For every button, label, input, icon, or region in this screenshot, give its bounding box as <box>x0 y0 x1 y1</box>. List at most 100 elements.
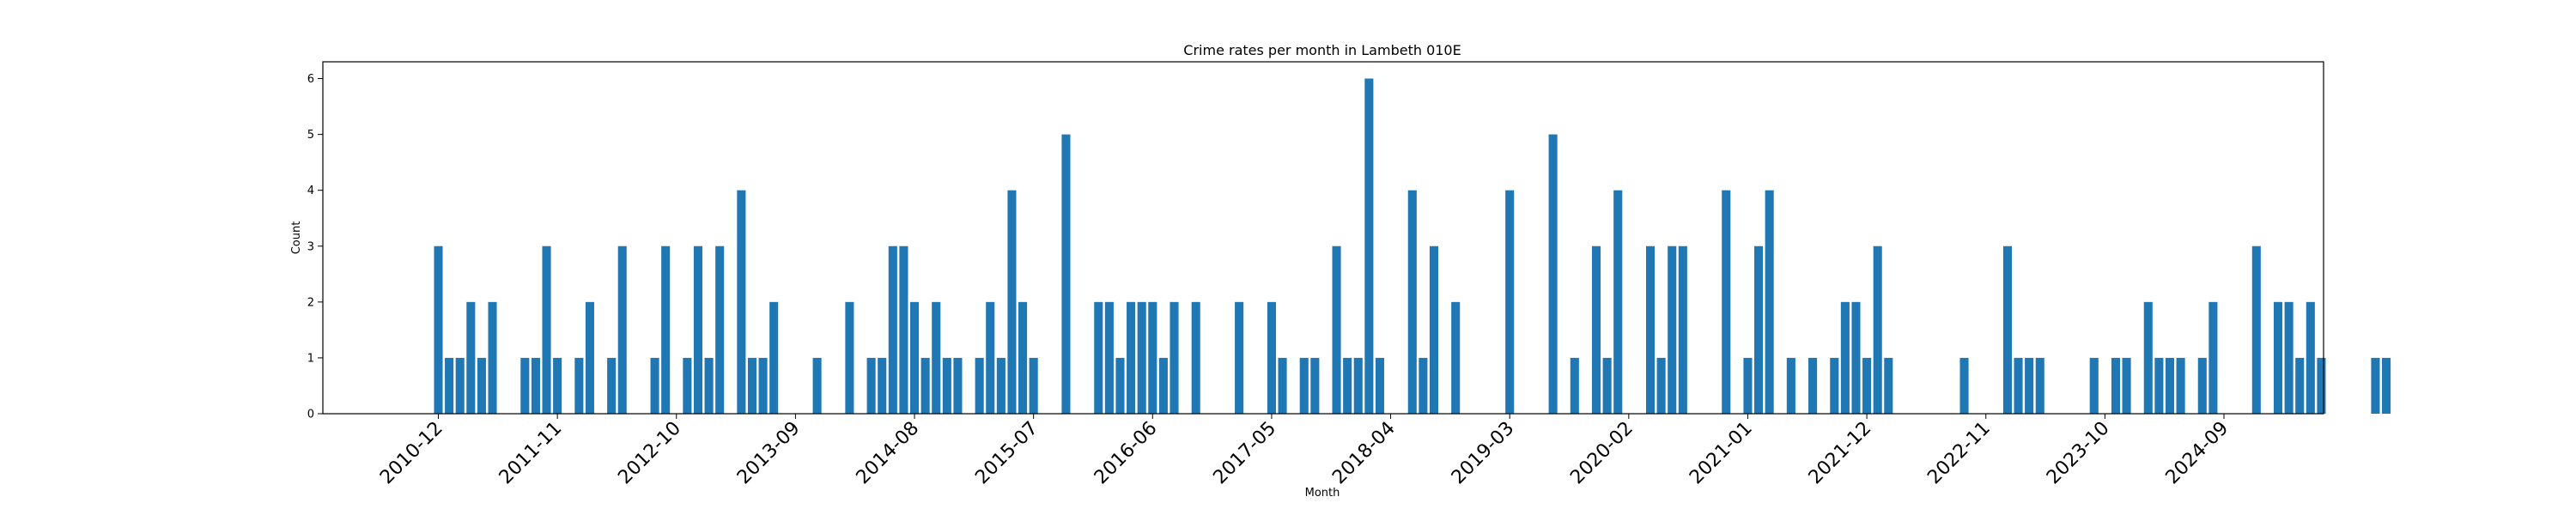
bar <box>2122 357 2131 414</box>
bar <box>1419 357 1428 414</box>
bar <box>2089 357 2099 414</box>
bar <box>2014 357 2023 414</box>
bar <box>531 357 540 414</box>
bar <box>845 301 854 414</box>
bar <box>932 301 941 414</box>
bar <box>1884 357 1893 414</box>
chart-title: Crime rates per month in Lambeth 010E <box>1183 42 1461 58</box>
x-axis: 2010-12 2011-11 2012-10 2013-09 2014-08 2015-… <box>376 414 2233 488</box>
bar <box>477 357 486 414</box>
bar <box>1765 190 1774 414</box>
bar <box>1343 357 1352 414</box>
bar <box>1278 357 1287 414</box>
bar <box>585 301 594 414</box>
bar <box>2143 301 2153 414</box>
bar <box>1840 301 1850 414</box>
bar <box>953 357 963 414</box>
bar <box>1429 245 1439 414</box>
bar <box>1851 301 1861 414</box>
bar <box>704 357 714 414</box>
bar <box>1029 357 1038 414</box>
bar <box>1808 357 1818 414</box>
x-tick-label: 2010-12 <box>376 418 447 489</box>
bar <box>1310 357 1320 414</box>
bar <box>2197 357 2207 414</box>
bar <box>1959 357 1969 414</box>
x-tick-label: 2012-10 <box>614 418 685 489</box>
bar <box>1332 245 1341 414</box>
bar <box>574 357 584 414</box>
bar <box>2165 357 2175 414</box>
bar <box>1754 245 1764 414</box>
bar <box>434 245 443 414</box>
bar <box>1678 245 1687 414</box>
x-tick-label: 2014-08 <box>853 418 924 489</box>
bar <box>1061 134 1071 414</box>
bar <box>1830 357 1839 414</box>
bar <box>812 357 822 414</box>
bars-group <box>434 78 2391 415</box>
x-tick-label: 2018-04 <box>1328 418 1400 489</box>
bar <box>1267 301 1276 414</box>
bar <box>520 357 530 414</box>
y-tick-label: 4 <box>307 185 314 197</box>
bar <box>1786 357 1795 414</box>
bar <box>888 245 897 414</box>
bar <box>737 190 746 414</box>
bar <box>2208 301 2218 414</box>
bar <box>2154 357 2164 414</box>
y-tick-label: 6 <box>307 73 314 86</box>
bar <box>445 357 454 414</box>
bar <box>769 301 779 414</box>
x-tick-label: 2021-01 <box>1686 418 1757 489</box>
bar <box>899 245 908 414</box>
bar <box>2371 357 2380 414</box>
y-tick-label: 1 <box>307 352 314 365</box>
bar <box>617 245 627 414</box>
bar <box>747 357 757 414</box>
bar <box>1656 357 1666 414</box>
bar <box>1375 357 1384 414</box>
bar <box>2111 357 2121 414</box>
bar <box>1646 245 1656 414</box>
plot-frame <box>322 61 2324 415</box>
bar <box>1235 301 1244 414</box>
bar <box>2284 301 2293 414</box>
bar <box>1613 190 1623 414</box>
x-tick-label: 2020-02 <box>1566 418 1637 489</box>
bar <box>1127 301 1136 414</box>
bar <box>1353 357 1363 414</box>
x-tick-label: 2011-11 <box>495 418 567 489</box>
bar <box>693 245 703 414</box>
x-tick-label: 2019-03 <box>1448 418 1519 489</box>
bar <box>866 357 876 414</box>
y-tick-label: 3 <box>307 240 314 253</box>
bar <box>920 357 930 414</box>
y-tick-label: 5 <box>307 129 314 142</box>
bar <box>1115 357 1125 414</box>
bar <box>2035 357 2044 414</box>
bar <box>2273 301 2283 414</box>
bar <box>1722 190 1731 414</box>
bar <box>996 357 1005 414</box>
bar <box>1104 301 1114 414</box>
bar <box>1602 357 1612 414</box>
bar <box>650 357 659 414</box>
bar <box>1007 190 1017 414</box>
bar <box>878 357 887 414</box>
bar <box>1548 134 1558 414</box>
bar <box>1137 301 1146 414</box>
bar <box>2382 357 2391 414</box>
bar <box>1191 301 1200 414</box>
bar <box>1148 301 1157 414</box>
bar <box>1407 190 1417 414</box>
x-tick-label: 2013-09 <box>733 418 805 489</box>
x-tick-label: 2015-07 <box>971 418 1042 489</box>
y-tick-label: 2 <box>307 296 314 309</box>
bar <box>1668 245 1677 414</box>
bar <box>909 301 920 414</box>
x-tick-label: 2024-09 <box>2162 418 2233 489</box>
bar <box>975 357 984 414</box>
y-axis-label: Count <box>290 221 303 255</box>
bar <box>758 357 768 414</box>
